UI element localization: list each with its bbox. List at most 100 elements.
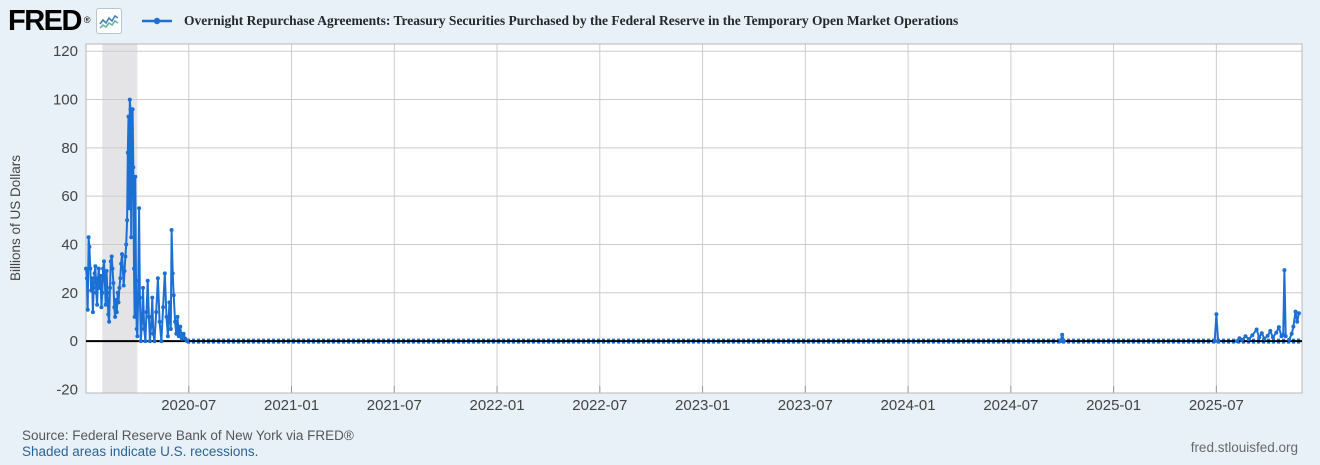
x-tick-label: 2020-07 — [161, 397, 216, 414]
x-tick-label: 2025-01 — [1086, 397, 1141, 414]
fred-logo[interactable]: FRED ® — [8, 5, 90, 37]
data-point — [133, 174, 138, 179]
data-point — [115, 290, 120, 295]
data-point — [102, 278, 107, 283]
data-point — [1243, 334, 1248, 339]
fred-logo-text: FRED — [8, 5, 82, 37]
data-point — [1287, 337, 1292, 342]
data-point — [1060, 332, 1065, 337]
data-point — [171, 293, 176, 298]
data-point — [100, 290, 105, 295]
data-point — [143, 339, 148, 344]
x-tick-label: 2023-01 — [675, 397, 730, 414]
data-point — [1295, 319, 1300, 324]
data-point — [95, 302, 100, 307]
data-point — [173, 319, 178, 324]
data-point — [138, 339, 143, 344]
chart-footer: Source: Federal Reserve Bank of New York… — [22, 428, 354, 460]
data-point — [114, 298, 118, 302]
data-point — [170, 271, 175, 276]
data-point — [86, 235, 91, 240]
data-point — [118, 276, 123, 281]
data-point — [161, 305, 166, 310]
plot-area[interactable] — [86, 44, 1302, 393]
data-point — [185, 339, 189, 344]
data-point — [107, 319, 112, 324]
x-tick-label: 2021-01 — [264, 397, 319, 414]
data-point — [146, 314, 151, 319]
data-point — [87, 244, 92, 249]
data-point — [147, 339, 152, 344]
data-point — [108, 285, 112, 290]
data-point — [85, 307, 90, 312]
data-point — [1265, 333, 1270, 338]
data-point — [103, 302, 108, 307]
data-point — [137, 206, 142, 211]
data-point — [149, 324, 154, 329]
data-point — [114, 310, 119, 315]
data-point — [129, 126, 134, 131]
data-point — [101, 266, 106, 271]
data-point — [120, 252, 124, 257]
y-tick-label: 40 — [61, 236, 78, 253]
data-point — [132, 314, 137, 319]
data-point — [155, 276, 160, 281]
data-point — [1254, 327, 1259, 332]
data-point — [1257, 335, 1262, 340]
x-tick-label: 2024-01 — [881, 397, 936, 414]
data-point — [88, 266, 93, 271]
data-point — [127, 206, 132, 211]
data-point — [130, 107, 135, 112]
data-point — [1274, 330, 1279, 335]
data-point — [98, 273, 103, 278]
data-point — [92, 271, 97, 276]
data-point — [132, 266, 136, 271]
data-point — [154, 310, 159, 315]
data-point — [112, 305, 117, 310]
data-point — [1061, 339, 1066, 344]
recession-note-link[interactable]: Shaded areas indicate U.S. recessions. — [22, 444, 259, 459]
data-point — [1216, 339, 1221, 344]
data-point — [135, 334, 140, 339]
chart-header: FRED ® Overnight Repurchase Agreements: T… — [8, 4, 958, 38]
data-point — [1293, 309, 1298, 314]
data-point — [1234, 339, 1239, 344]
data-point — [1246, 337, 1251, 342]
data-point — [145, 278, 150, 283]
y-tick-label: 100 — [53, 92, 78, 109]
data-point — [91, 285, 96, 290]
y-tick-label: -20 — [56, 381, 78, 398]
data-point — [90, 276, 94, 281]
x-tick-label: 2023-07 — [778, 397, 833, 414]
data-point — [179, 336, 184, 341]
data-point — [1291, 324, 1296, 329]
data-point — [90, 310, 95, 315]
data-point — [151, 331, 156, 336]
data-point — [175, 314, 180, 319]
data-point — [104, 269, 109, 273]
data-point — [108, 259, 113, 264]
data-point — [102, 259, 106, 264]
data-point — [106, 312, 111, 317]
data-point — [157, 319, 162, 324]
data-point — [144, 310, 149, 315]
line-chart-icon — [95, 8, 122, 34]
data-point — [1250, 333, 1255, 338]
data-point — [1283, 334, 1288, 339]
source-text: Source: Federal Reserve Bank of New York… — [22, 428, 354, 443]
data-point — [137, 295, 142, 300]
data-point — [159, 339, 164, 344]
data-point — [84, 266, 88, 271]
data-point — [113, 314, 118, 319]
y-axis-title: Billions of US Dollars — [8, 155, 23, 281]
data-point — [89, 288, 94, 293]
data-point — [1296, 311, 1301, 316]
data-point — [117, 285, 122, 290]
data-point — [165, 334, 170, 339]
data-point — [96, 266, 101, 271]
data-point — [110, 266, 115, 271]
data-point — [1282, 268, 1287, 273]
data-point — [150, 295, 155, 300]
data-point — [119, 261, 124, 266]
